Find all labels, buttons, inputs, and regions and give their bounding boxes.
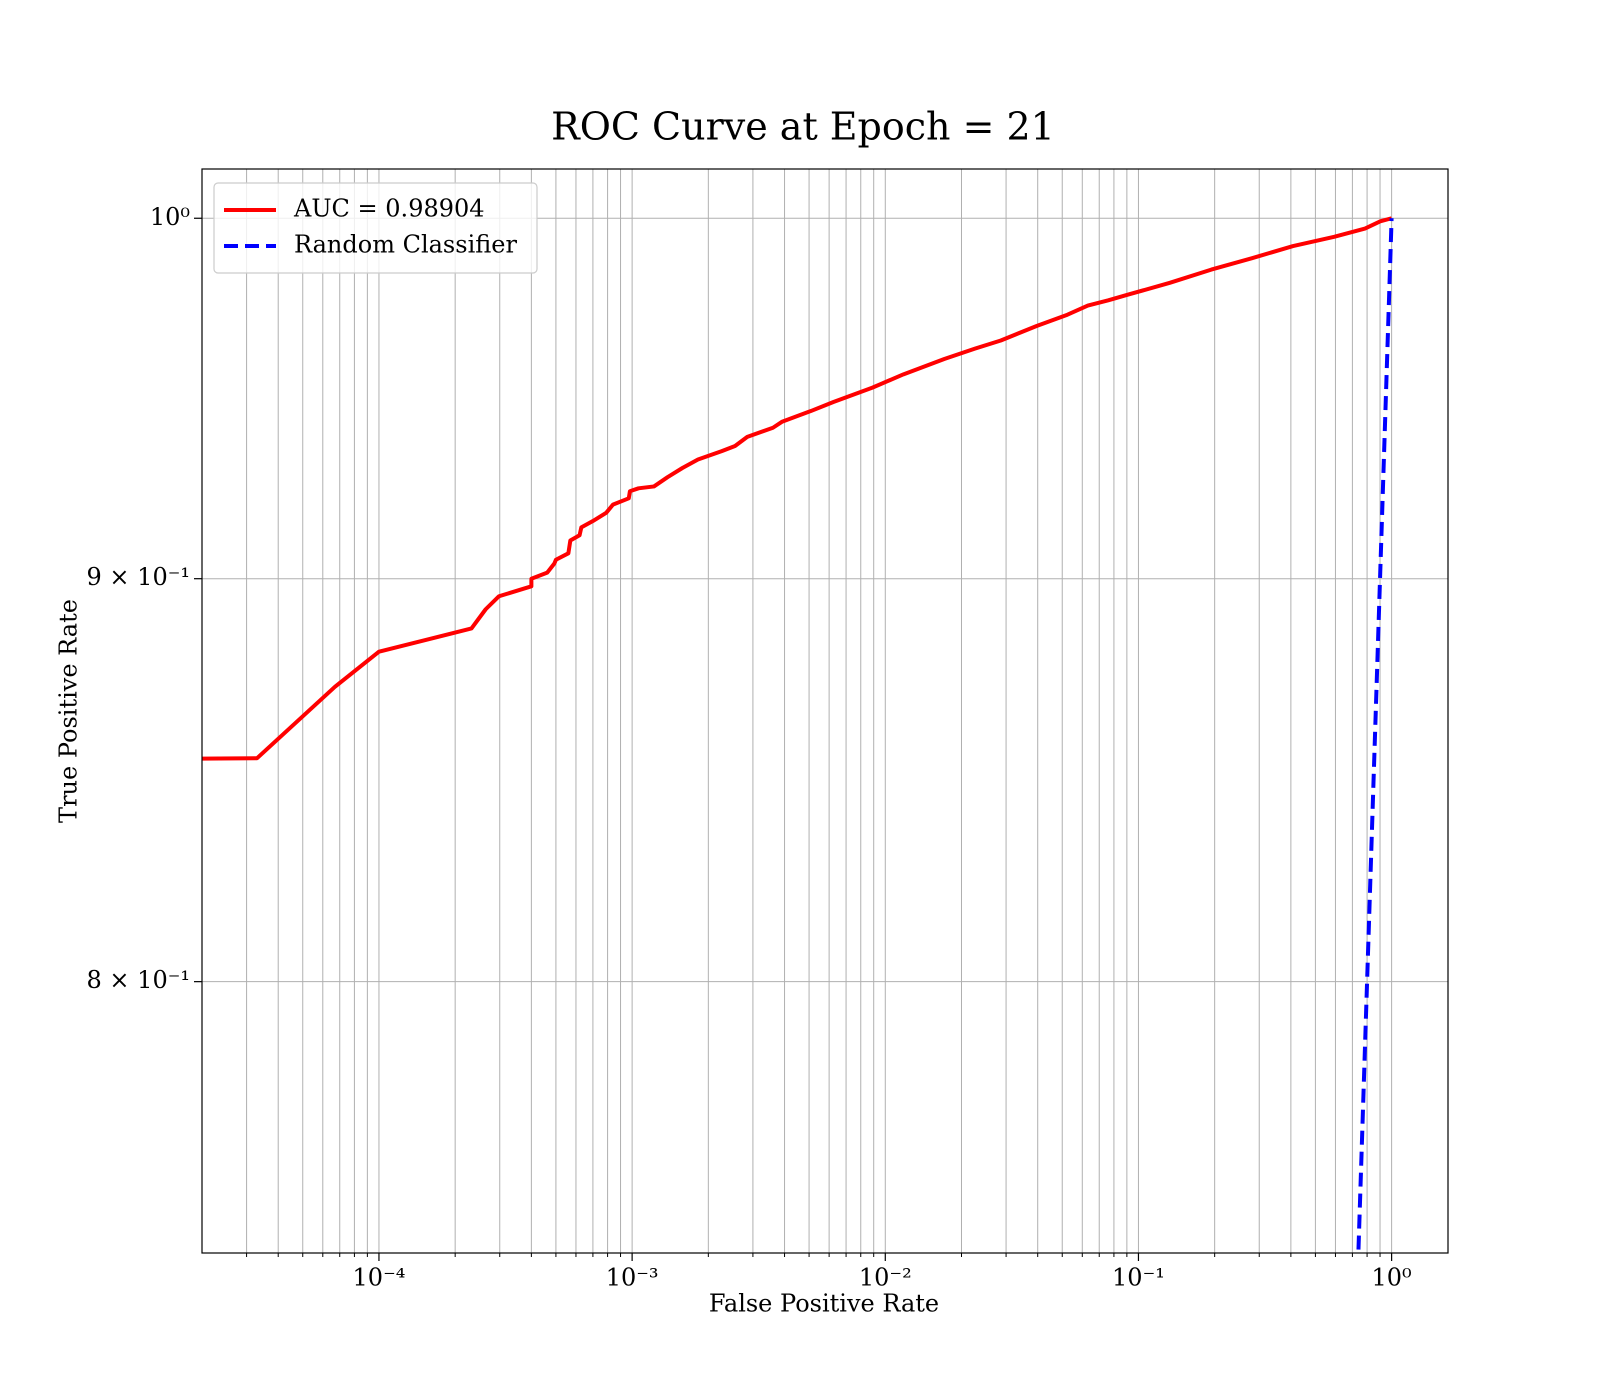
y-axis-label: True Positive Rate bbox=[55, 599, 83, 823]
x-axis-label: False Positive Rate bbox=[709, 1290, 939, 1318]
legend-label: Random Classifier bbox=[294, 231, 517, 259]
x-tick-label: 10⁻⁴ bbox=[353, 1264, 406, 1292]
legend-label: AUC = 0.98904 bbox=[293, 195, 485, 223]
plot-frame bbox=[201, 168, 1449, 1254]
legend-box bbox=[213, 182, 538, 274]
y-tick-label: 10⁰ bbox=[150, 203, 190, 231]
x-tick-label: 10⁻¹ bbox=[1112, 1264, 1165, 1292]
plot-lines bbox=[202, 216, 1394, 1253]
x-tick-label: 10⁻² bbox=[859, 1264, 912, 1292]
y-tick-label: 8 × 10⁻¹ bbox=[87, 966, 190, 994]
y-tick-label: 9 × 10⁻¹ bbox=[87, 563, 190, 591]
chart-title: ROC Curve at Epoch = 21 bbox=[551, 105, 1055, 149]
x-tick-label: 10⁻³ bbox=[606, 1264, 659, 1292]
series-line bbox=[1356, 218, 1394, 1253]
series-line bbox=[202, 216, 1393, 761]
x-tick-label: 10⁰ bbox=[1372, 1264, 1412, 1292]
